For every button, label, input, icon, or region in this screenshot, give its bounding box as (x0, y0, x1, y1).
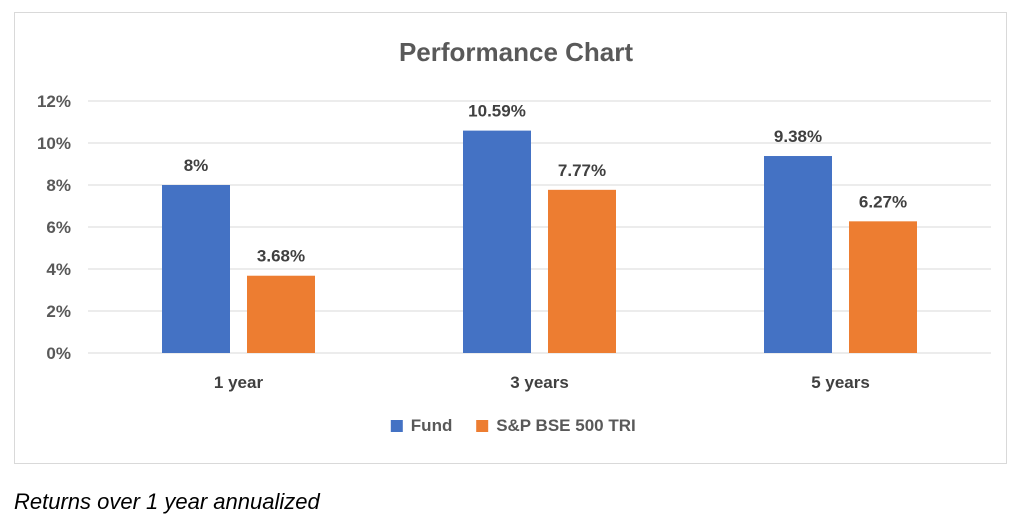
data-label: 10.59% (468, 102, 526, 121)
x-category-label: 3 years (510, 373, 569, 392)
data-label: 3.68% (257, 247, 305, 266)
bar-fund (463, 130, 531, 353)
x-category-label: 1 year (214, 373, 264, 392)
y-tick-label: 2% (46, 302, 71, 321)
chart-caption: Returns over 1 year annualized (14, 489, 320, 514)
legend-label: Fund (411, 416, 453, 435)
bar-benchmark (247, 275, 315, 353)
x-category-label: 5 years (811, 373, 870, 392)
y-tick-label: 0% (46, 344, 71, 363)
performance-chart: Performance Chart 0% 2% 4% 6% 8% 10% 12% 8% 3.68%… (37, 37, 991, 435)
data-label: 8% (184, 156, 209, 175)
chart-title: Performance Chart (399, 37, 633, 67)
y-tick-label: 12% (37, 92, 71, 111)
bar-fund (162, 185, 230, 353)
bar-benchmark (548, 189, 616, 353)
legend-label: S&P BSE 500 TRI (496, 416, 636, 435)
y-tick-label: 8% (46, 176, 71, 195)
data-label: 9.38% (774, 127, 822, 146)
bar-fund (764, 156, 832, 353)
y-tick-label: 4% (46, 260, 71, 279)
legend-swatch (476, 420, 489, 432)
chart-frame: Performance Chart 0% 2% 4% 6% 8% 10% 12% 8% 3.68%… (14, 12, 1007, 464)
legend-swatch (390, 420, 403, 432)
y-tick-label: 6% (46, 218, 71, 237)
data-label: 6.27% (859, 192, 907, 211)
data-label: 7.77% (558, 161, 606, 180)
bar-benchmark (849, 221, 917, 353)
y-tick-label: 10% (37, 134, 71, 153)
